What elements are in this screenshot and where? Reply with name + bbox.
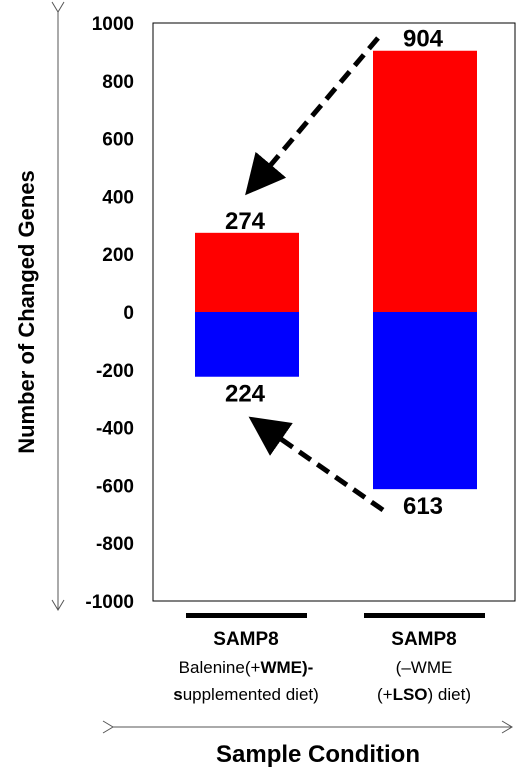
data-label-down-2: 613 <box>403 493 443 520</box>
category-underline-2 <box>364 613 485 618</box>
y-tick-label: -600 <box>96 476 134 497</box>
y-tick-label: 200 <box>102 245 134 266</box>
y-tick-label: 600 <box>102 130 134 151</box>
y-axis-label: Number of Changed Genes <box>14 170 39 454</box>
category-title-1: SAMP8 <box>213 629 278 650</box>
bar-up-2 <box>373 50 477 313</box>
y-tick-label: -1000 <box>85 592 134 613</box>
x-axis-label: Sample Condition <box>216 741 420 768</box>
y-tick-label: -400 <box>96 419 134 440</box>
category-line2-2: (+LSO) diet) <box>377 685 471 704</box>
y-tick-label: -200 <box>96 361 134 382</box>
data-label-up-2: 904 <box>403 26 444 53</box>
bar-down-2 <box>373 312 477 490</box>
y-tick-label: 1000 <box>92 14 134 35</box>
bars <box>195 50 477 490</box>
bar-up-1 <box>195 232 299 312</box>
category-title-2: SAMP8 <box>391 629 456 650</box>
category-underline-1 <box>186 613 307 618</box>
dashed-arrow-lower <box>248 416 385 513</box>
y-tick-label: 400 <box>102 187 134 208</box>
y-tick-label: 800 <box>102 72 134 93</box>
y-tick-labels: 1000 800 600 400 200 0 -200 -400 -600 -800 -1000 <box>85 14 134 613</box>
category-line1-2: (–WME <box>396 658 453 677</box>
category-line2-1: supplemented diet) <box>173 685 319 704</box>
category-line1-1: Balenine(+WME)- <box>179 658 314 677</box>
bar-down-1 <box>195 312 299 377</box>
dashed-arrow-upper <box>245 36 380 196</box>
data-labels: 274 904 224 613 <box>225 26 444 520</box>
plot-frame <box>152 22 516 602</box>
data-label-down-1: 224 <box>225 381 266 408</box>
y-tick-label: 0 <box>123 303 134 324</box>
y-tick-label: -800 <box>96 534 134 555</box>
data-label-up-1: 274 <box>225 208 266 235</box>
category-labels: SAMP8 Balenine(+WME)- supplemented diet) SA… <box>173 629 471 704</box>
